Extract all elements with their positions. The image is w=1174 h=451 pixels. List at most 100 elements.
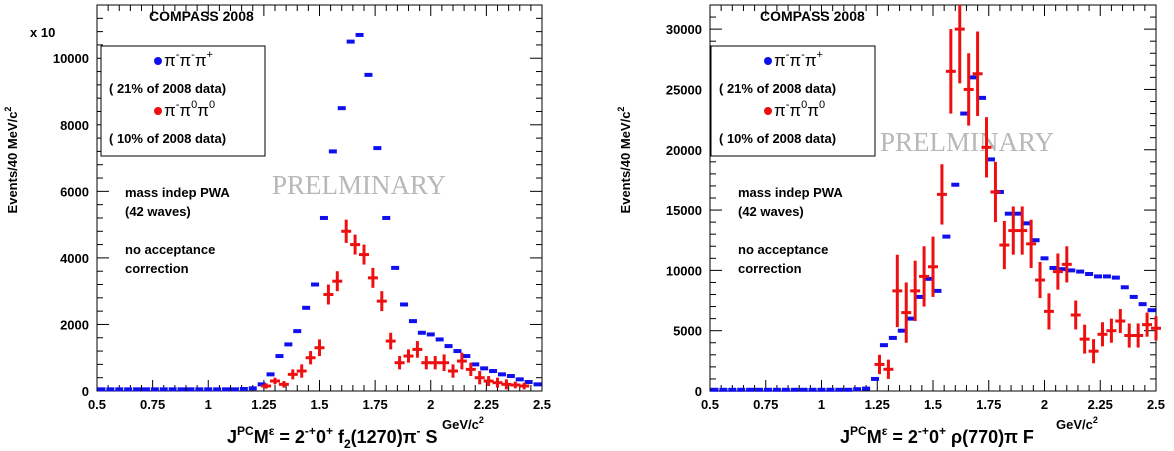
data-point — [497, 372, 506, 377]
annotation-line: no acceptance — [125, 242, 215, 257]
data-point — [1120, 285, 1129, 290]
series-1 — [261, 219, 530, 390]
data-point — [230, 387, 239, 392]
data-point — [222, 387, 231, 392]
legend-series-label: π-π0π0 — [164, 99, 215, 120]
legend-marker — [154, 57, 162, 65]
data-point — [1102, 274, 1111, 279]
data-point — [746, 387, 755, 392]
data-point — [337, 106, 346, 111]
annotation-line: no acceptance — [738, 242, 828, 257]
panel-left: PRELMINARY 0.5 0.75 1 1.25 1.5 1.75 2 2.25 2.5 0 20… — [3, 4, 551, 451]
data-point — [978, 95, 987, 100]
x-tick-label: 1.5 — [924, 397, 942, 412]
data-point — [1129, 294, 1138, 299]
data-point — [951, 182, 960, 187]
data-point — [986, 157, 995, 162]
x-tick-label: 1.75 — [976, 397, 1001, 412]
data-point — [444, 344, 453, 349]
data-point — [400, 302, 409, 307]
data-point — [1147, 308, 1156, 313]
data-point — [853, 387, 862, 392]
data-point — [195, 387, 204, 392]
x-tick-label: 2.25 — [474, 397, 499, 412]
y-tick-label: 30000 — [666, 22, 702, 37]
data-point — [1076, 269, 1085, 274]
x-tick-label: 2.5 — [1147, 397, 1165, 412]
data-point — [106, 387, 115, 392]
legend-note: ( 10% of 2008 data) — [719, 131, 836, 146]
data-point — [772, 387, 781, 392]
series-0 — [710, 75, 1156, 392]
data-point — [141, 387, 150, 392]
data-point — [808, 387, 817, 392]
legend-box — [100, 45, 266, 157]
y-tick-label: 8000 — [60, 118, 89, 133]
data-point — [159, 387, 168, 392]
data-point — [435, 337, 444, 342]
data-point — [719, 387, 728, 392]
data-point — [1013, 211, 1022, 216]
legend-box — [710, 45, 876, 157]
data-point — [888, 335, 897, 340]
data-point — [124, 387, 133, 392]
legend-marker — [764, 107, 772, 115]
legend-series-label: π-π-π+ — [164, 49, 213, 70]
data-point — [960, 111, 969, 116]
y-tick-label: 6000 — [60, 184, 89, 199]
panel-right: PRELMINARY 0.5 0.75 1 1.25 1.5 1.75 2 2.25 2.5 0 50… — [616, 4, 1165, 447]
annotation-line: correction — [738, 261, 802, 276]
data-point — [737, 387, 746, 392]
data-point — [1058, 267, 1067, 272]
data-point — [1022, 221, 1031, 226]
y-tick-label: 25000 — [666, 82, 702, 97]
data-point — [1049, 265, 1058, 270]
data-point — [924, 276, 933, 281]
data-point — [133, 387, 142, 392]
y-tick-label: 10000 — [53, 51, 89, 66]
data-point — [453, 349, 462, 354]
legend-series-label: π-π0π0 — [774, 99, 825, 120]
data-point — [1111, 275, 1120, 280]
x-tick-label: 2.25 — [1088, 397, 1113, 412]
data-point — [799, 387, 808, 392]
data-point — [204, 387, 213, 392]
data-point — [763, 387, 772, 392]
x-tick-label: 1.25 — [865, 397, 890, 412]
data-point — [186, 387, 195, 392]
data-point — [168, 387, 177, 392]
data-point — [515, 377, 524, 382]
x-tick-label: 0.75 — [753, 397, 778, 412]
data-point — [426, 332, 435, 337]
data-point — [391, 265, 400, 270]
data-point — [1004, 211, 1013, 216]
data-point — [915, 294, 924, 299]
x-tick-label: 1.25 — [251, 397, 276, 412]
legend-note: ( 10% of 2008 data) — [109, 131, 226, 146]
data-point — [506, 374, 515, 379]
data-point — [790, 387, 799, 392]
data-point — [533, 382, 542, 387]
y-tick-label: 10000 — [666, 263, 702, 278]
x-tick-label: 2 — [427, 397, 434, 412]
x-tick-label: 1 — [205, 397, 212, 412]
annotation-line: correction — [125, 261, 189, 276]
data-point — [969, 75, 978, 80]
x-axis-unit: GeV/c2 — [1056, 415, 1098, 432]
data-point — [524, 380, 533, 385]
data-point — [328, 149, 337, 154]
data-point — [382, 215, 391, 220]
y-tick-label: 0 — [82, 384, 89, 399]
data-point — [471, 362, 480, 367]
data-point — [835, 387, 844, 392]
x-axis-label: JPCMε = 2-+0+ f2(1270)π- S — [227, 424, 437, 451]
data-point — [1094, 274, 1103, 279]
legend-marker — [154, 107, 162, 115]
y-axis-label: Events/40 MeV/c2 — [3, 107, 20, 214]
experiment-label: COMPASS 2008 — [149, 8, 254, 24]
x-tick-label: 1 — [818, 397, 825, 412]
data-point — [728, 387, 737, 392]
data-point — [311, 282, 320, 287]
data-point — [871, 376, 880, 381]
y-tick-label: 0 — [695, 384, 702, 399]
